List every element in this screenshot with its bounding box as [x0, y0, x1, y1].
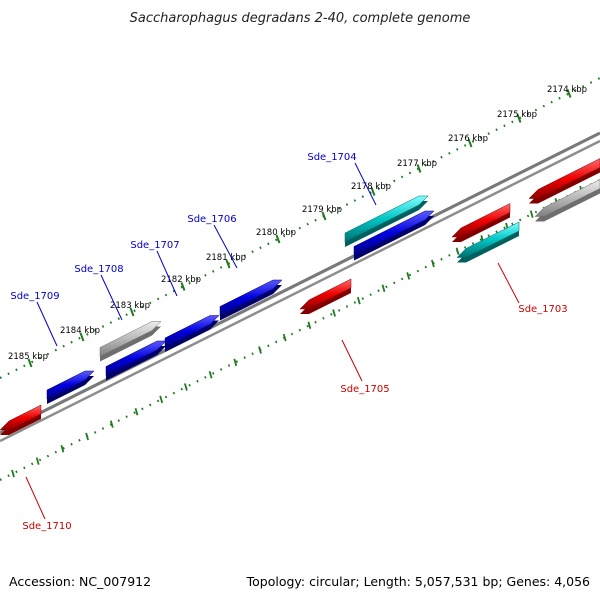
gene-arrow-gray	[99, 321, 162, 362]
tick-track-dots	[0, 77, 600, 481]
gene-arrow-blue	[46, 370, 95, 404]
backbone-line-inner	[0, 139, 600, 443]
tick-mark	[370, 187, 376, 196]
minor-tick	[184, 383, 188, 391]
gene-arrow-red	[528, 158, 600, 204]
minor-tick	[258, 346, 262, 354]
gene-label-sde-1709: Sde_1709	[10, 291, 59, 302]
tick-label: 2185 kbp	[8, 352, 48, 362]
tick-label: 2177 kbp	[397, 159, 437, 169]
minor-tick	[356, 296, 361, 305]
gene-label-sde-1705: Sde_1705	[340, 384, 389, 395]
tick-label: 2182 kbp	[161, 275, 201, 285]
tick-track-upper	[0, 77, 600, 379]
genome-backbone	[0, 131, 600, 443]
tick-label: 2178 kbp	[351, 182, 391, 192]
minor-tick	[233, 358, 238, 367]
tick-mark	[79, 332, 85, 342]
tick-track-lower	[0, 179, 600, 481]
tick-mark	[416, 164, 422, 173]
minor-tick	[109, 420, 114, 428]
gene-label-sde-1707: Sde_1707	[130, 240, 179, 251]
minor-tick	[134, 408, 139, 416]
gene-label-sde-1703: Sde_1703	[518, 304, 567, 315]
gene-label-sde-1710: Sde_1710	[22, 521, 71, 532]
gene-arrow-red	[0, 404, 42, 435]
gene-arrow-gray	[534, 179, 600, 222]
gene-leader-line	[100, 274, 123, 321]
tick-mark	[225, 259, 231, 269]
gene-label-sde-1704: Sde_1704	[307, 152, 356, 163]
gene-arrow-cyan	[456, 221, 520, 263]
gene-label-sde-1708: Sde_1708	[74, 264, 123, 275]
gene-leader-line	[25, 476, 46, 520]
gene-arrow-red	[451, 203, 511, 242]
minor-tick	[159, 395, 164, 404]
tick-mark	[566, 89, 572, 98]
tick-mark	[321, 211, 327, 221]
minor-tick	[431, 259, 435, 268]
minor-tick	[455, 247, 460, 255]
minor-tick	[282, 333, 287, 342]
minor-tick	[381, 284, 386, 292]
gene-arrow-cyan	[344, 195, 429, 247]
minor-tick	[35, 457, 40, 465]
accession-text: Accession: NC_007912	[9, 574, 151, 589]
gene-label-sde-1706: Sde_1706	[187, 214, 236, 225]
gene-leader-line	[36, 301, 58, 347]
gene-leader-line	[156, 250, 178, 297]
backbone-line-outer	[0, 131, 600, 435]
summary-text: Topology: circular; Length: 5,057,531 bp…	[246, 574, 590, 589]
tick-mark	[180, 282, 186, 291]
tick-label: 2176 kbp	[448, 134, 488, 144]
minor-tick	[208, 370, 213, 379]
minor-tick	[332, 309, 336, 317]
minor-tick	[406, 272, 411, 280]
map-title: Saccharophagus degradans 2-40, complete …	[130, 11, 471, 26]
tick-marks: 2174 kbp 2175 kbp 2176 kbp 2177 kbp 2178 kbp…	[8, 85, 587, 478]
minor-tick	[529, 210, 534, 218]
minor-tick	[85, 432, 89, 441]
gene-arrow-blue	[164, 315, 220, 352]
tick-label: 2175 kbp	[497, 110, 537, 120]
gene-leader-line	[213, 224, 238, 269]
gene-labels: Sde_1704 Sde_1706 Sde_1707 Sde_1708 Sde_1709…	[10, 152, 567, 532]
gene-arrow-blue	[219, 279, 283, 321]
gene-arrow-blue	[105, 340, 167, 381]
minor-tick	[60, 445, 65, 453]
gene-arrow-red	[299, 278, 352, 314]
tick-label: 2179 kbp	[302, 205, 342, 215]
tick-mark	[275, 234, 281, 244]
gene-features	[0, 158, 600, 435]
tick-mark	[516, 114, 522, 123]
minor-tick	[307, 321, 312, 330]
tick-mark	[27, 358, 33, 368]
gene-arrow-blue	[353, 210, 435, 261]
tick-label: 2184 kbp	[60, 326, 100, 336]
tick-mark	[467, 138, 473, 148]
tick-label: 2180 kbp	[256, 228, 296, 238]
tick-label: 2174 kbp	[547, 85, 587, 95]
tick-label: 2181 kbp	[206, 253, 246, 263]
gene-leader-line	[354, 162, 377, 206]
tick-mark	[129, 307, 135, 317]
gene-leader-line	[497, 262, 520, 304]
minor-tick	[11, 469, 15, 478]
tick-label: 2183 kbp	[110, 301, 150, 311]
gene-leader-line	[341, 339, 363, 382]
